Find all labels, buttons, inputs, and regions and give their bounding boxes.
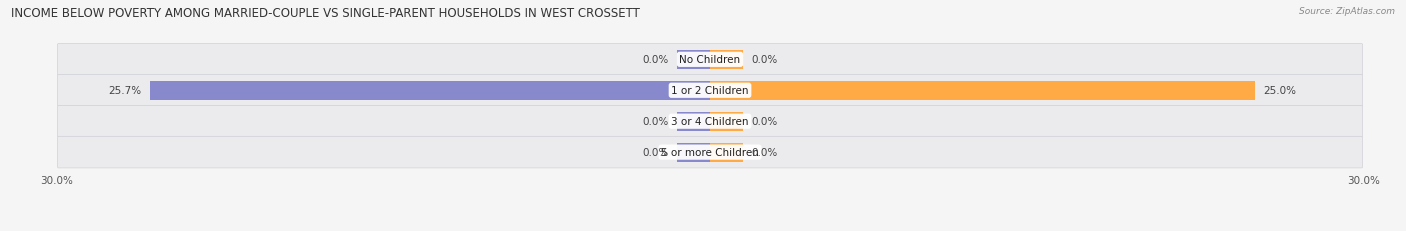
Text: 3 or 4 Children: 3 or 4 Children [671, 117, 749, 127]
Text: 0.0%: 0.0% [751, 117, 778, 127]
FancyBboxPatch shape [58, 44, 1362, 76]
Bar [710, 51, 742, 70]
Bar [710, 81, 1256, 100]
Bar [678, 143, 710, 162]
Text: 0.0%: 0.0% [643, 147, 669, 158]
Bar [678, 112, 710, 131]
FancyBboxPatch shape [58, 75, 1362, 106]
Text: 5 or more Children: 5 or more Children [661, 147, 759, 158]
Bar [710, 143, 742, 162]
FancyBboxPatch shape [58, 106, 1362, 137]
Bar [150, 81, 710, 100]
Text: No Children: No Children [679, 55, 741, 65]
Text: 0.0%: 0.0% [643, 117, 669, 127]
Bar [678, 51, 710, 70]
Text: 1 or 2 Children: 1 or 2 Children [671, 86, 749, 96]
Text: 25.7%: 25.7% [108, 86, 141, 96]
Bar [710, 112, 742, 131]
Text: 0.0%: 0.0% [751, 55, 778, 65]
Text: 0.0%: 0.0% [751, 147, 778, 158]
FancyBboxPatch shape [58, 137, 1362, 168]
Text: Source: ZipAtlas.com: Source: ZipAtlas.com [1299, 7, 1395, 16]
Text: 25.0%: 25.0% [1264, 86, 1296, 96]
Text: 0.0%: 0.0% [643, 55, 669, 65]
Text: INCOME BELOW POVERTY AMONG MARRIED-COUPLE VS SINGLE-PARENT HOUSEHOLDS IN WEST CR: INCOME BELOW POVERTY AMONG MARRIED-COUPL… [11, 7, 640, 20]
